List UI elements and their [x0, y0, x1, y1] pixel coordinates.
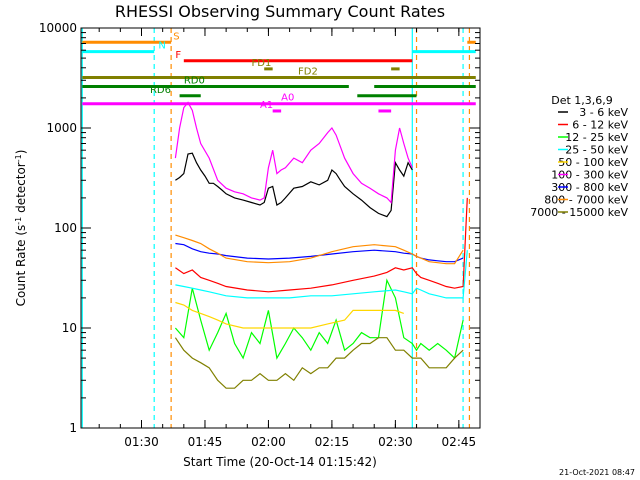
- y-tick-label: 100: [54, 221, 77, 235]
- flag-label-a1: A1: [260, 100, 273, 111]
- legend-label-2: 12 - 25 keV: [565, 131, 628, 144]
- x-tick-label: 02:00: [251, 435, 286, 449]
- flag-label-fd2: FD2: [298, 66, 318, 77]
- y-tick-label: 1000: [46, 121, 77, 135]
- flag-label-f: F: [175, 50, 181, 61]
- x-axis: 01:30 01:45 02:00 02:15 02:30 02:45: [98, 28, 477, 449]
- y-axis-label: Count Rate (s-1 detector-1): [14, 150, 29, 307]
- flag-label-s: S: [173, 31, 179, 42]
- legend-label-3: 25 - 50 keV: [565, 144, 628, 157]
- legend-title: Det 1,3,6,9: [551, 94, 613, 107]
- series-line-8: [174, 337, 464, 389]
- series-line-0: [175, 152, 413, 218]
- series-line-4: [175, 301, 405, 329]
- y-tick-label: 1: [69, 421, 77, 435]
- series-line-6: [175, 242, 464, 263]
- legend-label-1: 6 - 12 keV: [572, 119, 628, 132]
- y-tick-label: 10000: [39, 21, 77, 35]
- legend-label-4: 50 - 100 keV: [558, 156, 628, 169]
- x-tick-label: 02:45: [442, 435, 477, 449]
- date-stamp: 21-Oct-2021 08:47: [559, 468, 635, 477]
- y-axis: 1 10 100 1000 10000: [39, 21, 480, 435]
- legend-label-0: 3 - 6 keV: [579, 106, 628, 119]
- series-line-5: [174, 101, 413, 204]
- flag-label-a0: A0: [281, 93, 294, 104]
- series-line-3: [175, 250, 468, 299]
- x-tick-label: 02:15: [315, 435, 350, 449]
- legend-label-5: 100 - 300 keV: [551, 169, 628, 182]
- flag-label-rd0: RD0: [184, 76, 205, 87]
- x-tick-label: 02:30: [378, 435, 413, 449]
- flag-label-n: N: [158, 41, 165, 52]
- series-line-1: [175, 197, 468, 293]
- x-tick-label: 01:45: [188, 435, 223, 449]
- plot-area: SNF FD1 FD2 RD0 RD6 A0 A1: [81, 28, 476, 428]
- flag-label-fd1: FD1: [252, 58, 272, 69]
- legend-label-6: 300 - 800 keV: [551, 181, 628, 194]
- x-tick-label: 01:30: [124, 435, 159, 449]
- flag-label-rd6: RD6: [150, 85, 171, 96]
- legend-label-8: 7000 - 15000 keV: [530, 206, 628, 219]
- series-line-2: [174, 278, 464, 360]
- x-axis-label: Start Time (20-Oct-14 01:15:42): [183, 455, 377, 469]
- series-line-7: [175, 234, 464, 265]
- legend-label-7: 800 - 7000 keV: [544, 194, 628, 207]
- y-tick-label: 10: [62, 321, 77, 335]
- chart-title: RHESSI Observing Summary Count Rates: [115, 2, 445, 21]
